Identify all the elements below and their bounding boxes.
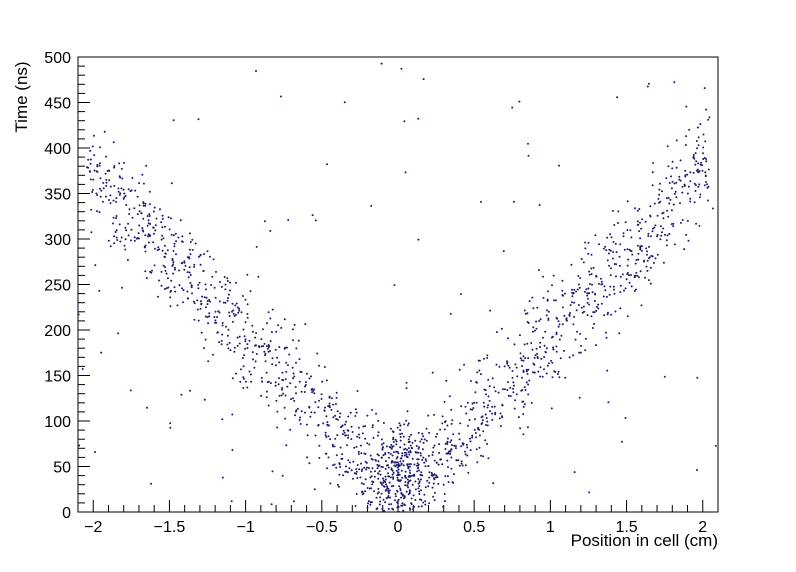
x-tick-label: 1.5 xyxy=(615,519,637,536)
x-tick-label: 0.5 xyxy=(463,519,485,536)
scatter-points xyxy=(78,62,717,512)
y-tick-label: 450 xyxy=(44,96,71,113)
x-tick-label: −0.5 xyxy=(306,519,338,536)
y-tick-label: 400 xyxy=(44,141,71,158)
y-tick-label: 200 xyxy=(44,323,71,340)
y-axis-tick-labels: 0 50 100 150 200 250 300 350 400 450 500 xyxy=(44,50,71,522)
x-tick-label: 0 xyxy=(394,519,403,536)
y-axis-title: Time (ns) xyxy=(12,61,31,133)
y-tick-label: 150 xyxy=(44,369,71,386)
x-tick-label: −2 xyxy=(84,519,102,536)
x-tick-label: 2 xyxy=(698,519,707,536)
y-tick-label: 250 xyxy=(44,278,71,295)
x-tick-label: −1.5 xyxy=(154,519,186,536)
y-tick-label: 300 xyxy=(44,232,71,249)
y-axis-ticks xyxy=(78,56,90,513)
plot-frame xyxy=(77,56,719,513)
x-tick-label: 1 xyxy=(546,519,555,536)
x-tick-label: −1 xyxy=(236,519,254,536)
y-tick-label: 350 xyxy=(44,187,71,204)
x-axis-ticks xyxy=(77,500,719,512)
y-tick-label: 0 xyxy=(62,505,71,522)
y-tick-label: 100 xyxy=(44,414,71,431)
x-axis-tick-labels: −2 −1.5 −1 −0.5 0 0.5 1 1.5 2 xyxy=(84,519,707,536)
x-axis-title: Position in cell (cm) xyxy=(570,531,718,550)
y-tick-label: 500 xyxy=(44,50,71,67)
y-tick-label: 50 xyxy=(53,460,71,477)
